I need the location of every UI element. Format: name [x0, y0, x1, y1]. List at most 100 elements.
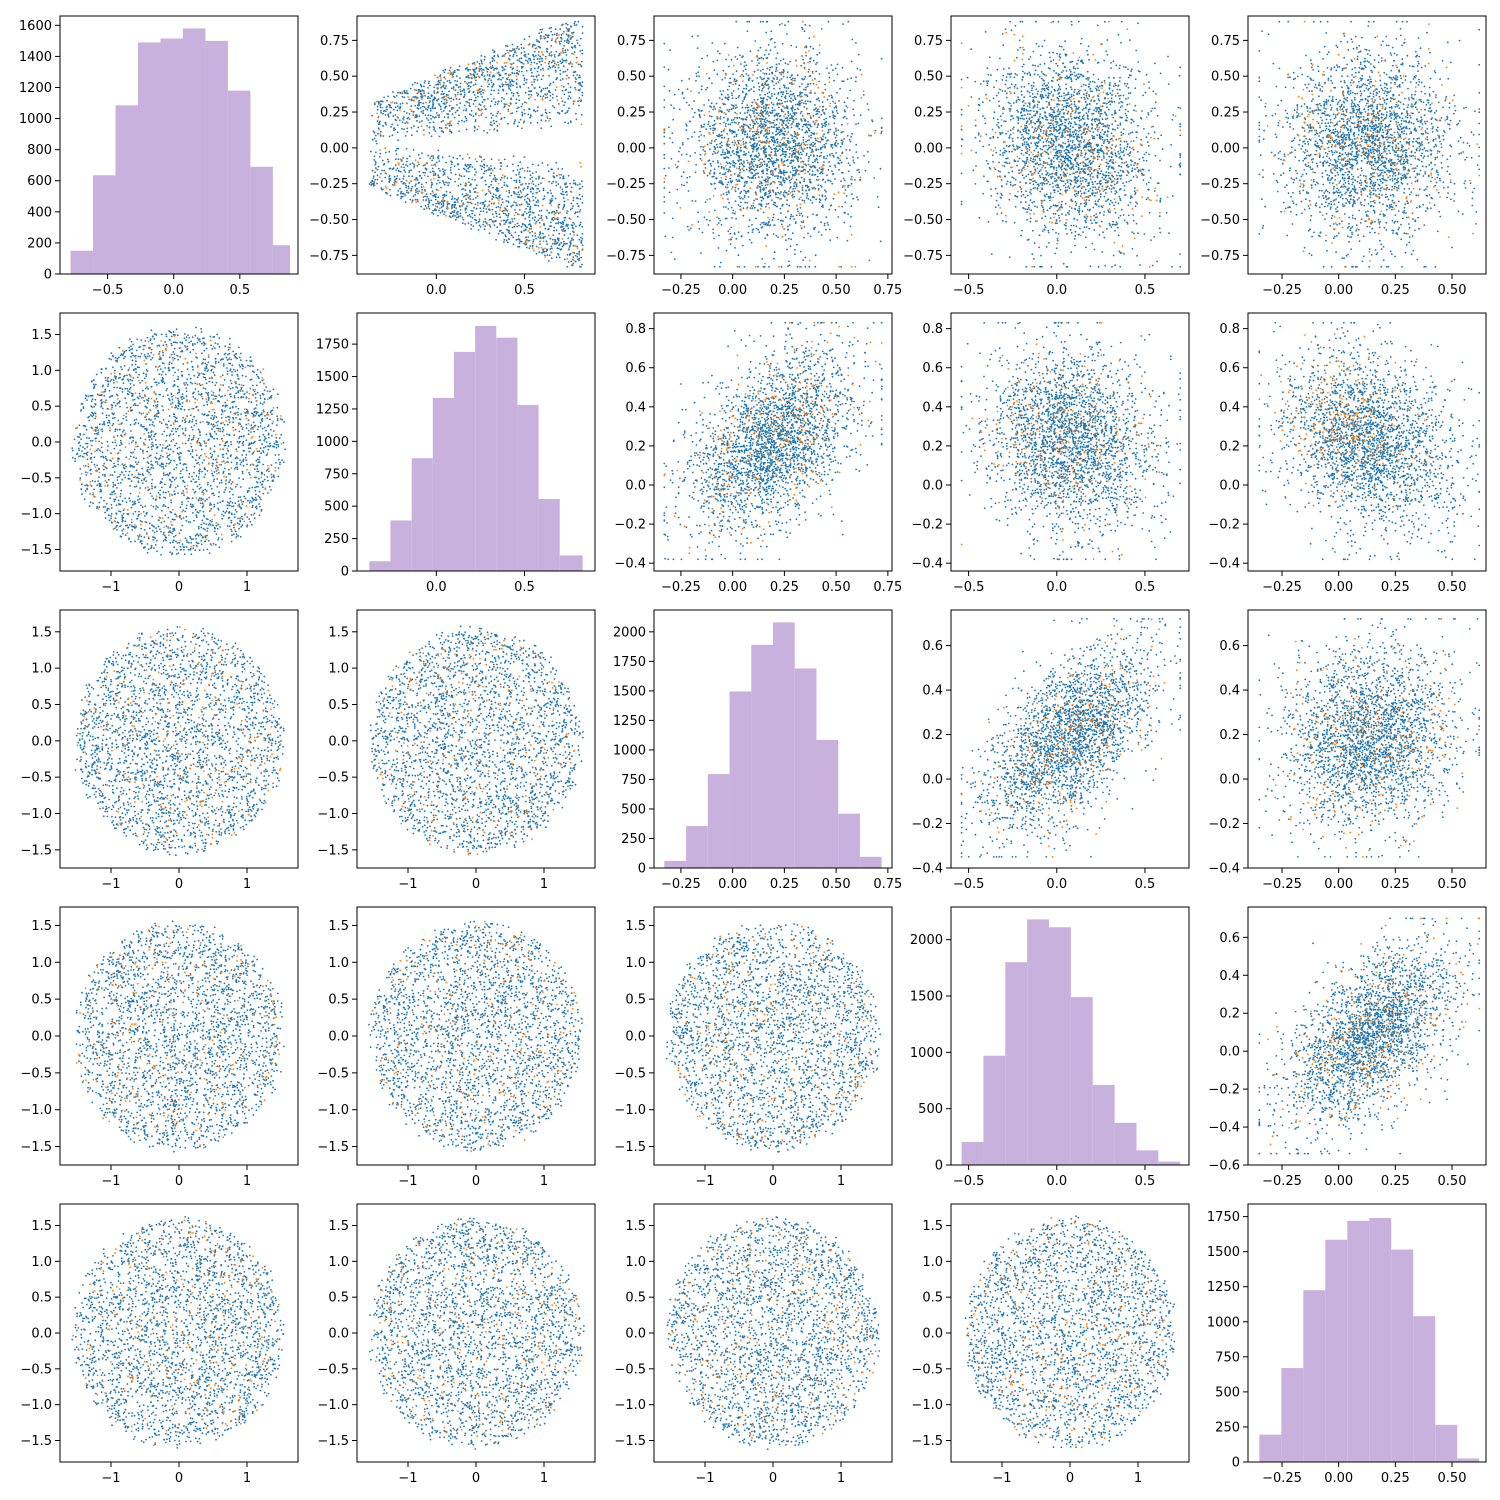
scatter-point: [806, 184, 809, 187]
scatter-point: [531, 83, 533, 86]
scatter-point: [798, 190, 800, 193]
scatter-point: [432, 203, 434, 206]
scatter-point: [846, 157, 848, 160]
scatter-point: [423, 208, 425, 211]
scatter-point: [807, 123, 810, 126]
scatter-point: [483, 205, 486, 208]
scatter-point: [518, 209, 521, 211]
scatter-point: [521, 61, 523, 64]
scatter-point: [802, 221, 805, 224]
scatter-point: [442, 69, 445, 72]
scatter-point: [513, 121, 516, 123]
scatter-point: [412, 111, 415, 114]
scatter-point: [794, 135, 797, 138]
scatter-point: [855, 76, 857, 79]
scatter-point: [534, 235, 537, 237]
scatter-point: [405, 164, 407, 166]
scatter-point: [737, 129, 740, 131]
scatter-point: [743, 65, 746, 67]
y-tick-label: −0.75: [309, 249, 349, 264]
scatter-point: [487, 79, 490, 82]
scatter-point: [435, 188, 438, 191]
scatter-point: [404, 122, 407, 125]
y-tick-label: 0.50: [320, 70, 349, 85]
scatter-point: [521, 167, 524, 170]
scatter-point: [422, 105, 424, 108]
scatter-point: [541, 162, 544, 164]
scatter-point: [574, 211, 577, 214]
scatter-point: [536, 40, 539, 43]
scatter-point: [496, 61, 498, 64]
scatter-point: [529, 200, 531, 203]
scatter-point: [816, 53, 819, 56]
scatter-point: [742, 143, 745, 146]
scatter-point: [431, 154, 434, 157]
scatter-point: [756, 106, 758, 109]
scatter-point: [794, 111, 796, 114]
scatter-point: [567, 122, 570, 125]
scatter-point: [479, 104, 482, 106]
scatter-point: [447, 207, 449, 210]
scatter-point: [566, 39, 568, 42]
scatter-point: [512, 95, 515, 97]
scatter-point: [549, 247, 552, 250]
scatter-point: [816, 126, 819, 129]
scatter-point: [868, 259, 871, 262]
scatter-point: [390, 106, 393, 109]
scatter-point: [671, 236, 674, 239]
scatter-point: [505, 190, 508, 193]
scatter-point: [709, 115, 711, 117]
scatter-point: [730, 154, 732, 157]
scatter-point: [844, 211, 846, 214]
scatter-point: [571, 31, 573, 34]
scatter-point: [799, 157, 802, 160]
scatter-point: [403, 89, 406, 92]
scatter-point: [483, 58, 486, 61]
scatter-point: [478, 218, 481, 221]
scatter-point: [699, 153, 702, 156]
scatter-point: [777, 81, 780, 84]
scatter-point: [492, 193, 495, 196]
scatter-point: [767, 53, 770, 55]
scatter-point: [550, 61, 553, 64]
scatter-point: [470, 81, 472, 84]
scatter-point: [567, 109, 569, 112]
scatter-point: [572, 258, 574, 261]
scatter-point: [535, 171, 538, 173]
scatter-point: [748, 20, 751, 23]
scatter-point: [765, 121, 767, 124]
scatter-point: [732, 107, 735, 110]
scatter-point: [542, 232, 544, 235]
scatter-point: [550, 192, 553, 195]
scatter-point: [565, 77, 568, 80]
scatter-point: [768, 73, 771, 75]
scatter-point: [712, 160, 714, 163]
scatter-point: [480, 93, 482, 95]
scatter-point: [842, 130, 844, 133]
scatter-point: [398, 178, 401, 181]
scatter-point: [728, 201, 731, 204]
scatter-point: [747, 79, 750, 82]
scatter-point: [800, 227, 803, 230]
scatter-point: [437, 157, 440, 160]
scatter-point: [557, 247, 560, 250]
scatter-point: [825, 157, 828, 160]
scatter-point: [821, 166, 823, 168]
scatter-point: [792, 193, 794, 196]
scatter-point: [580, 113, 583, 116]
scatter-point: [477, 229, 480, 231]
scatter-point: [783, 190, 786, 192]
scatter-point: [482, 69, 485, 71]
scatter-point: [545, 240, 548, 243]
scatter-point: [516, 59, 519, 62]
scatter-point: [712, 124, 714, 127]
scatter-point: [580, 239, 583, 242]
scatter-point: [421, 152, 423, 155]
scatter-point: [463, 104, 466, 107]
scatter-point: [395, 94, 398, 97]
scatter-point: [818, 167, 821, 169]
scatter-point: [498, 159, 500, 161]
scatter-point: [817, 161, 819, 164]
scatter-point: [437, 196, 440, 199]
scatter-point: [437, 202, 439, 205]
